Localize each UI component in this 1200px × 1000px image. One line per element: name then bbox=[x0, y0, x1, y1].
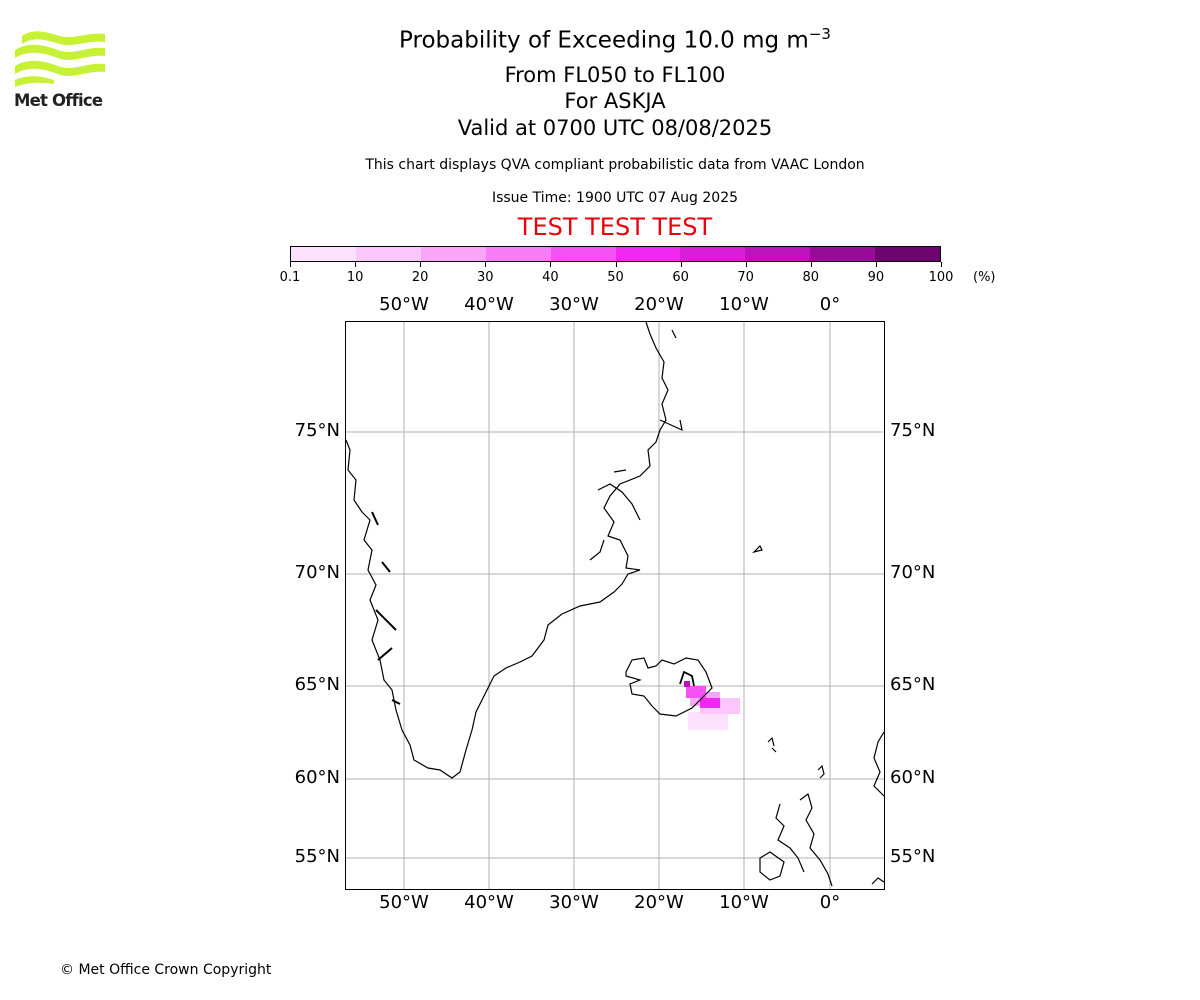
longitude-label: 10°W bbox=[719, 892, 769, 913]
longitude-label: 0° bbox=[819, 294, 841, 315]
latitude-label: 55°N bbox=[294, 846, 340, 867]
latitude-label: 70°N bbox=[890, 562, 936, 583]
colorbar-swatch bbox=[745, 247, 811, 261]
colorbar-swatch bbox=[550, 247, 616, 261]
colorbar-tick-label: 30 bbox=[477, 270, 494, 285]
colorbar-tick-label: 40 bbox=[542, 270, 559, 285]
colorbar-swatch bbox=[810, 247, 876, 261]
iceland-coast bbox=[625, 657, 713, 717]
colorbar-tick-label: 100 bbox=[928, 270, 954, 285]
colorbar-tick bbox=[615, 262, 617, 267]
colorbar-tick-label: 10 bbox=[346, 270, 364, 285]
longitude-label: 20°W bbox=[634, 294, 684, 315]
colorbar-tick-label: 70 bbox=[737, 270, 754, 285]
valid-time: Valid at 0700 UTC 08/08/2025 bbox=[457, 116, 773, 140]
latitude-label: 60°N bbox=[294, 767, 340, 788]
colorbar-swatch bbox=[875, 247, 941, 261]
colorbar-swatch bbox=[485, 247, 551, 261]
flight-level-range: From FL050 to FL100 bbox=[504, 63, 726, 87]
colorbar-tick bbox=[941, 262, 942, 267]
colorbar-tick-label: 50 bbox=[607, 270, 624, 285]
colorbar-tick-label: 0.1 bbox=[279, 270, 301, 285]
colorbar-tick bbox=[420, 262, 422, 267]
met-office-waves-icon bbox=[15, 31, 105, 87]
volcano-name: For ASKJA bbox=[564, 89, 666, 113]
probability-colorbar bbox=[290, 246, 941, 262]
latitude-label: 65°N bbox=[890, 674, 936, 695]
longitude-label: 30°W bbox=[549, 892, 599, 913]
colorbar-tick bbox=[550, 262, 552, 267]
colorbar-swatch bbox=[355, 247, 421, 261]
copyright-notice: © Met Office Crown Copyright bbox=[60, 962, 272, 978]
colorbar-unit: (%) bbox=[973, 270, 996, 285]
map-panel bbox=[345, 321, 885, 890]
title-text: Probability of Exceeding 10.0 mg m bbox=[399, 27, 809, 54]
issue-time: Issue Time: 1900 UTC 07 Aug 2025 bbox=[491, 190, 739, 206]
latitude-label: 70°N bbox=[294, 562, 340, 583]
longitude-label: 50°W bbox=[379, 294, 429, 315]
colorbar-swatch bbox=[680, 247, 746, 261]
latitude-label: 55°N bbox=[890, 846, 936, 867]
colorbar-tick-label: 20 bbox=[411, 270, 429, 285]
logo-text: Met Office bbox=[14, 91, 103, 110]
colorbar-tick bbox=[485, 262, 487, 267]
colorbar-tick-label: 60 bbox=[672, 270, 689, 285]
colorbar-tick-label: 90 bbox=[867, 270, 885, 285]
colorbar-tick bbox=[355, 262, 357, 267]
longitude-label: 20°W bbox=[634, 892, 684, 913]
longitude-label: 10°W bbox=[719, 294, 769, 315]
latitude-label: 75°N bbox=[294, 420, 340, 441]
graticule bbox=[346, 322, 884, 889]
colorbar-tick bbox=[680, 262, 682, 267]
colorbar-tick bbox=[810, 262, 812, 267]
longitude-label: 30°W bbox=[549, 294, 599, 315]
longitude-label: 40°W bbox=[464, 294, 514, 315]
colorbar-swatch bbox=[420, 247, 486, 261]
colorbar-swatch bbox=[291, 247, 356, 261]
longitude-label: 50°W bbox=[379, 892, 429, 913]
colorbar-tick bbox=[745, 262, 747, 267]
colorbar-tick-label: 80 bbox=[802, 270, 820, 285]
greenland-coast bbox=[346, 322, 669, 779]
ash-probability-plume bbox=[684, 681, 740, 730]
uk-coast bbox=[759, 792, 833, 887]
latitude-label: 75°N bbox=[890, 420, 936, 441]
colorbar-tick bbox=[290, 262, 291, 267]
chart-description: This chart displays QVA compliant probab… bbox=[365, 157, 865, 173]
latitude-label: 60°N bbox=[890, 767, 936, 788]
coastlines bbox=[346, 322, 884, 887]
title-exponent: −3 bbox=[808, 25, 831, 43]
map-canvas bbox=[346, 322, 884, 889]
latitude-label: 65°N bbox=[294, 674, 340, 695]
test-banner: TEST TEST TEST bbox=[517, 213, 713, 241]
colorbar-swatch bbox=[615, 247, 681, 261]
colorbar-tick bbox=[875, 262, 877, 267]
chart-title: Probability of Exceeding 10.0 mg m−3 bbox=[0, 25, 1200, 54]
longitude-label: 40°W bbox=[464, 892, 514, 913]
longitude-label: 0° bbox=[819, 892, 841, 913]
met-office-logo: Met Office bbox=[14, 30, 106, 112]
